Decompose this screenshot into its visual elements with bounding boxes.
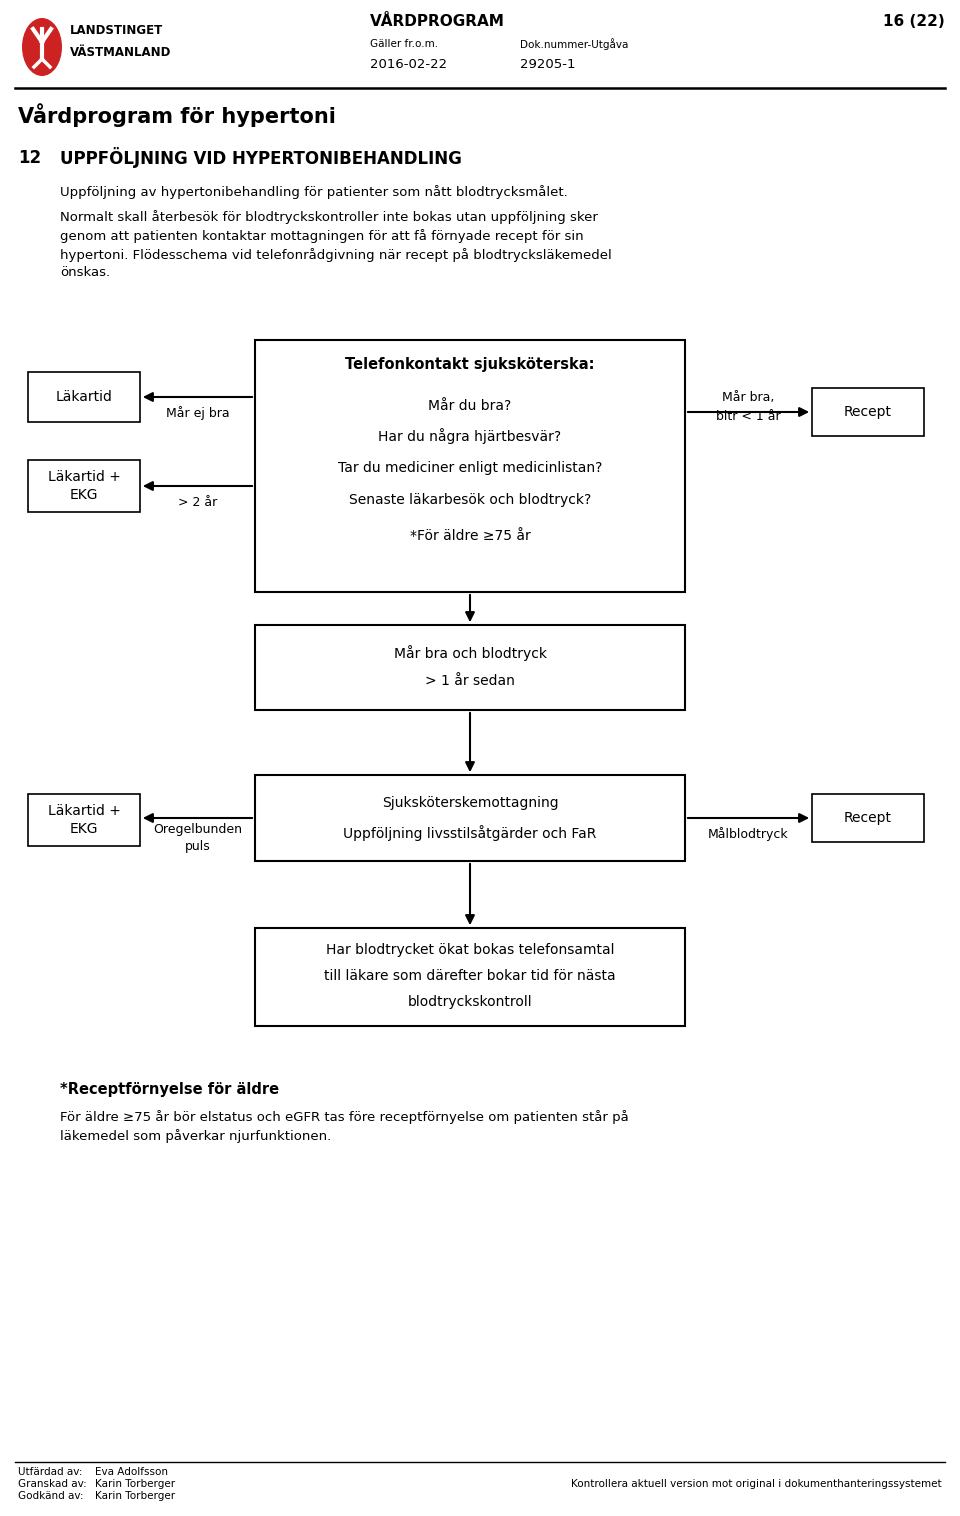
Text: 2016-02-22: 2016-02-22 — [370, 59, 447, 71]
Text: Senaste läkarbesök och blodtryck?: Senaste läkarbesök och blodtryck? — [348, 493, 591, 506]
Text: Karin Torberger: Karin Torberger — [95, 1492, 175, 1501]
Text: UPPFÖLJNING VID HYPERTONIBEHANDLING: UPPFÖLJNING VID HYPERTONIBEHANDLING — [60, 147, 462, 168]
Bar — [812, 388, 924, 437]
Bar — [28, 459, 140, 512]
Text: Har du några hjärtbesvär?: Har du några hjärtbesvär? — [378, 428, 562, 444]
Text: 29205-1: 29205-1 — [520, 59, 575, 71]
Text: Telefonkontakt sjuksköterska:: Telefonkontakt sjuksköterska: — [346, 356, 595, 371]
Text: Mår bra,: Mår bra, — [722, 391, 775, 405]
Bar — [255, 775, 685, 861]
Text: 16 (22): 16 (22) — [883, 15, 945, 29]
Text: Uppföljning livsstilsåtgärder och FaR: Uppföljning livsstilsåtgärder och FaR — [344, 825, 597, 841]
Text: Utfärdad av:: Utfärdad av: — [18, 1467, 83, 1477]
Text: VÄSTMANLAND: VÄSTMANLAND — [70, 45, 172, 59]
Text: *Receptförnyelse för äldre: *Receptförnyelse för äldre — [60, 1082, 279, 1098]
Text: Eva Adolfsson: Eva Adolfsson — [95, 1467, 168, 1477]
Bar — [255, 625, 685, 709]
Text: Uppföljning av hypertonibehandling för patienter som nått blodtrycksmålet.: Uppföljning av hypertonibehandling för p… — [60, 185, 567, 199]
Text: Har blodtrycket ökat bokas telefonsamtal: Har blodtrycket ökat bokas telefonsamtal — [325, 943, 614, 957]
Text: Normalt skall återbesök för blodtryckskontroller inte bokas utan uppföljning ske: Normalt skall återbesök för blodtrycksko… — [60, 211, 612, 279]
Text: Kontrollera aktuell version mot original i dokumenthanteringssystemet: Kontrollera aktuell version mot original… — [571, 1480, 942, 1489]
Text: till läkare som därefter bokar tid för nästa: till läkare som därefter bokar tid för n… — [324, 969, 615, 982]
Ellipse shape — [22, 18, 62, 76]
Text: *För äldre ≥75 år: *För äldre ≥75 år — [410, 529, 530, 543]
Text: Granskad av:: Granskad av: — [18, 1480, 86, 1489]
Text: bltr < 1 år: bltr < 1 år — [716, 409, 780, 423]
Text: För äldre ≥75 år bör elstatus och eGFR tas före receptförnyelse om patienten stå: För äldre ≥75 år bör elstatus och eGFR t… — [60, 1110, 629, 1143]
Text: Oregelbunden
puls: Oregelbunden puls — [153, 823, 242, 852]
Text: Karin Torberger: Karin Torberger — [95, 1480, 175, 1489]
Text: Sjuksköterskemottagning: Sjuksköterskemottagning — [382, 796, 559, 810]
Text: Vårdprogram för hypertoni: Vårdprogram för hypertoni — [18, 103, 336, 127]
Text: Tar du mediciner enligt medicinlistan?: Tar du mediciner enligt medicinlistan? — [338, 461, 602, 475]
Text: Recept: Recept — [844, 405, 892, 418]
Text: VÅRDPROGRAM: VÅRDPROGRAM — [370, 15, 505, 29]
Bar — [255, 928, 685, 1026]
Text: Godkänd av:: Godkänd av: — [18, 1492, 84, 1501]
Text: 12: 12 — [18, 149, 41, 167]
Bar — [28, 371, 140, 421]
Text: LANDSTINGET: LANDSTINGET — [70, 24, 163, 36]
Text: Gäller fr.o.m.: Gäller fr.o.m. — [370, 39, 438, 49]
Bar — [28, 794, 140, 846]
Text: Läkartid +
EKG: Läkartid + EKG — [48, 470, 120, 502]
Text: Läkartid +
EKG: Läkartid + EKG — [48, 803, 120, 837]
Text: Mår bra och blodtryck: Mår bra och blodtryck — [394, 644, 546, 661]
Text: blodtryckskontroll: blodtryckskontroll — [408, 994, 532, 1010]
Bar — [255, 340, 685, 593]
Text: > 2 år: > 2 år — [178, 496, 217, 508]
Text: Dok.nummer-Utgåva: Dok.nummer-Utgåva — [520, 38, 629, 50]
Text: Recept: Recept — [844, 811, 892, 825]
Bar — [812, 794, 924, 841]
Text: > 1 år sedan: > 1 år sedan — [425, 675, 515, 688]
Text: Läkartid: Läkartid — [56, 390, 112, 403]
Text: Målblodtryck: Målblodtryck — [708, 828, 789, 841]
Text: Mår ej bra: Mår ej bra — [166, 406, 229, 420]
Text: Mår du bra?: Mår du bra? — [428, 399, 512, 412]
